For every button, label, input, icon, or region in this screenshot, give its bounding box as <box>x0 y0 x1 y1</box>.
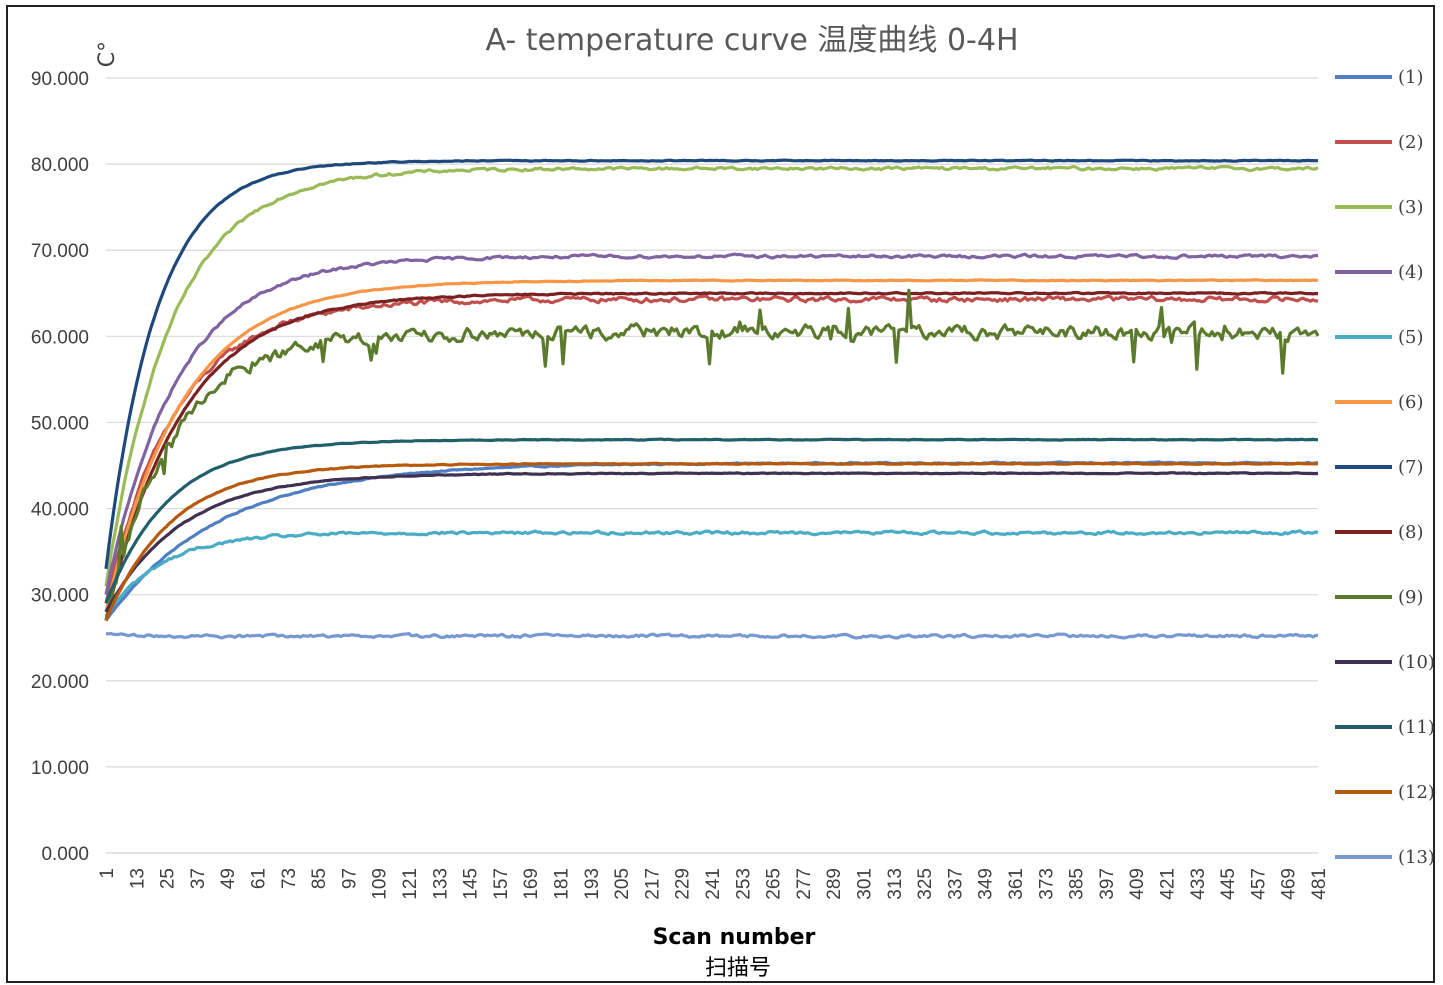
x-tick-label: 97 <box>339 868 360 889</box>
series-line-8 <box>104 290 1319 621</box>
x-tick-label: 61 <box>249 868 270 889</box>
y-axis-unit: C° <box>95 41 120 67</box>
x-tick-label: 481 <box>1309 868 1330 900</box>
legend-label: (8) <box>1398 522 1424 543</box>
x-tick-label: 373 <box>1036 868 1057 900</box>
series-line-3 <box>104 164 1319 587</box>
x-tick-label: 25 <box>158 868 179 889</box>
x-tick-label: 121 <box>400 868 421 900</box>
y-tick-label: 10.000 <box>31 758 89 779</box>
x-tick-label: 241 <box>703 868 724 900</box>
x-tick-label: 229 <box>673 868 694 900</box>
legend-label: (6) <box>1398 392 1424 413</box>
x-tick-label: 349 <box>976 868 997 900</box>
series-line-9 <box>104 288 1320 621</box>
gridlines <box>106 77 1318 854</box>
x-tick-label: 361 <box>1006 868 1027 900</box>
x-axis-label-cn: 扫描号 <box>705 956 771 981</box>
x-tick-label: 73 <box>279 868 300 889</box>
legend-label: (3) <box>1398 197 1424 218</box>
legend-label: (5) <box>1398 327 1424 348</box>
legend-label: (1) <box>1398 67 1424 88</box>
x-tick-label: 433 <box>1188 868 1209 900</box>
x-tick-label: 385 <box>1067 868 1088 900</box>
legend: (1) (2) (3) (4) (5) (6) (7) (8) (9) (10) (11) (12) (… <box>1335 67 1435 868</box>
x-tick-label: 469 <box>1279 868 1300 900</box>
x-tick-label: 13 <box>127 868 148 889</box>
legend-label: (9) <box>1398 587 1424 608</box>
chart-title: A- temperature curve 温度曲线 0-4H <box>485 23 1018 58</box>
y-tick-label: 70.000 <box>31 241 89 262</box>
y-tick-label: 50.000 <box>31 413 89 434</box>
legend-label: (12) <box>1398 782 1435 803</box>
series-line-13 <box>105 631 1319 640</box>
y-tick-label: 20.000 <box>31 672 89 693</box>
series-line-5 <box>104 529 1319 618</box>
x-tick-label: 313 <box>885 868 906 900</box>
x-tick-label: 445 <box>1218 868 1239 900</box>
x-tick-label: 289 <box>824 868 845 900</box>
series-line-10 <box>104 471 1319 613</box>
x-tick-label: 133 <box>430 868 451 900</box>
x-tick-label: 265 <box>764 868 785 900</box>
x-tick-label: 337 <box>945 868 966 900</box>
y-tick-label: 80.000 <box>31 155 89 176</box>
series-line-6 <box>104 278 1319 613</box>
series-line-11 <box>104 437 1319 604</box>
x-tick-label: 457 <box>1248 868 1269 900</box>
series-lines <box>104 158 1320 640</box>
x-tick-label: 277 <box>794 868 815 900</box>
x-tick-label: 37 <box>188 868 209 889</box>
legend-label: (2) <box>1398 132 1424 153</box>
y-tick-label: 60.000 <box>31 327 89 348</box>
x-tick-label: 193 <box>582 868 603 900</box>
x-tick-label: 1 <box>97 868 118 879</box>
x-tick-label: 253 <box>733 868 754 900</box>
y-tick-label: 30.000 <box>31 586 89 607</box>
x-axis-label: Scan number <box>653 925 816 950</box>
x-tick-label: 49 <box>218 868 239 889</box>
x-tick-label: 397 <box>1097 868 1118 900</box>
x-tick-label: 157 <box>491 868 512 900</box>
x-tick-label: 325 <box>915 868 936 900</box>
legend-label: (4) <box>1398 262 1424 283</box>
x-tick-label: 301 <box>855 868 876 900</box>
series-line-12 <box>104 461 1319 622</box>
x-tick-label: 409 <box>1127 868 1148 900</box>
x-tick-label: 145 <box>461 868 482 900</box>
legend-label: (7) <box>1398 457 1424 478</box>
y-tick-label: 90.000 <box>31 69 89 90</box>
x-axis-ticks: 1 13 25 37 49 61 73 85 97 109 121 133 145 157 169 181 19… <box>97 868 1330 900</box>
legend-label: (11) <box>1398 717 1435 738</box>
x-tick-label: 169 <box>521 868 542 900</box>
legend-label: (10) <box>1398 652 1435 673</box>
legend-label: (13) <box>1398 847 1435 868</box>
x-tick-label: 85 <box>309 868 330 889</box>
x-tick-label: 181 <box>552 868 573 900</box>
x-tick-label: 109 <box>370 868 391 900</box>
y-tick-label: 0.000 <box>41 844 89 865</box>
y-tick-label: 40.000 <box>31 500 89 521</box>
series-line-4 <box>104 252 1318 596</box>
x-tick-label: 217 <box>642 868 663 900</box>
y-axis-ticks: 90.000 80.000 70.000 60.000 50.000 40.000 30.0… <box>31 69 89 865</box>
x-tick-label: 205 <box>612 868 633 900</box>
x-tick-label: 421 <box>1158 868 1179 900</box>
series-line-7 <box>104 158 1319 569</box>
